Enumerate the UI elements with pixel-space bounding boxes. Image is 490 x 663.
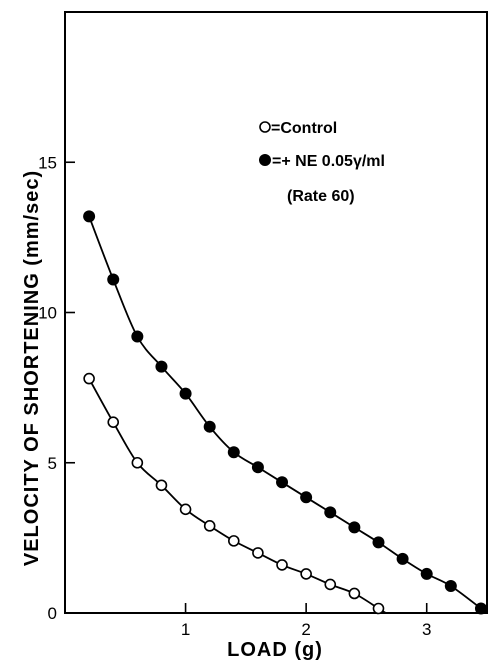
legend: =Control =+ NE 0.05γ/ml (Rate 60) (259, 120, 385, 205)
control-point (252, 547, 264, 559)
ne-point (396, 552, 409, 565)
legend-label-ne: =+ NE 0.05γ/ml (272, 153, 385, 170)
control-point (276, 559, 288, 571)
control-point (107, 416, 120, 428)
axes (64, 11, 488, 614)
ne-point (227, 446, 240, 459)
y-tick-label: 5 (48, 454, 57, 473)
y-tick-label: 10 (38, 304, 57, 323)
ne-fit-curve (88, 215, 488, 614)
x-tick-label: 3 (422, 620, 431, 639)
ne-point (420, 567, 433, 580)
ne-point (83, 210, 96, 223)
control-point (131, 456, 144, 469)
x-tick-label: 2 (301, 620, 310, 639)
legend-marker-ne (259, 154, 271, 166)
y-axis-label: VELOCITY OF SHORTENING (mm/sec) (21, 170, 43, 566)
y-tick-label: 15 (38, 153, 57, 172)
ne-point (300, 491, 313, 504)
control-point (203, 520, 216, 532)
control-point (228, 535, 240, 547)
ne-point (324, 506, 337, 519)
legend-label-control: =Control (271, 120, 337, 137)
tick-labels: 1 2 3 0 5 10 15 (38, 153, 431, 639)
ne-point (444, 579, 457, 592)
control-point (155, 479, 168, 492)
y-tick-label: 0 (48, 604, 57, 623)
ne-point (203, 420, 216, 433)
control-point (348, 587, 361, 600)
x-tick-label: 1 (181, 620, 190, 639)
ne-point (372, 536, 385, 549)
control-point (324, 578, 337, 591)
data-points (83, 210, 487, 615)
control-fit-curve (88, 378, 387, 614)
ne-point (179, 387, 192, 400)
ne-point (107, 273, 120, 286)
plot-frame (64, 11, 488, 614)
control-point (179, 503, 192, 516)
fit-curves (88, 215, 488, 614)
control-point (372, 602, 385, 615)
legend-marker-control (259, 121, 271, 133)
control-point (83, 372, 95, 385)
legend-note-rate: (Rate 60) (287, 188, 355, 205)
ne-point (474, 602, 487, 615)
ne-point (131, 330, 144, 343)
ne-point (155, 360, 168, 373)
ne-point (348, 521, 361, 534)
x-axis-label: LOAD (g) (227, 639, 323, 661)
axis-labels: LOAD (g) VELOCITY OF SHORTENING (mm/sec) (21, 170, 323, 661)
control-point (300, 568, 312, 580)
ne-point (251, 461, 264, 474)
ne-point (276, 476, 289, 489)
